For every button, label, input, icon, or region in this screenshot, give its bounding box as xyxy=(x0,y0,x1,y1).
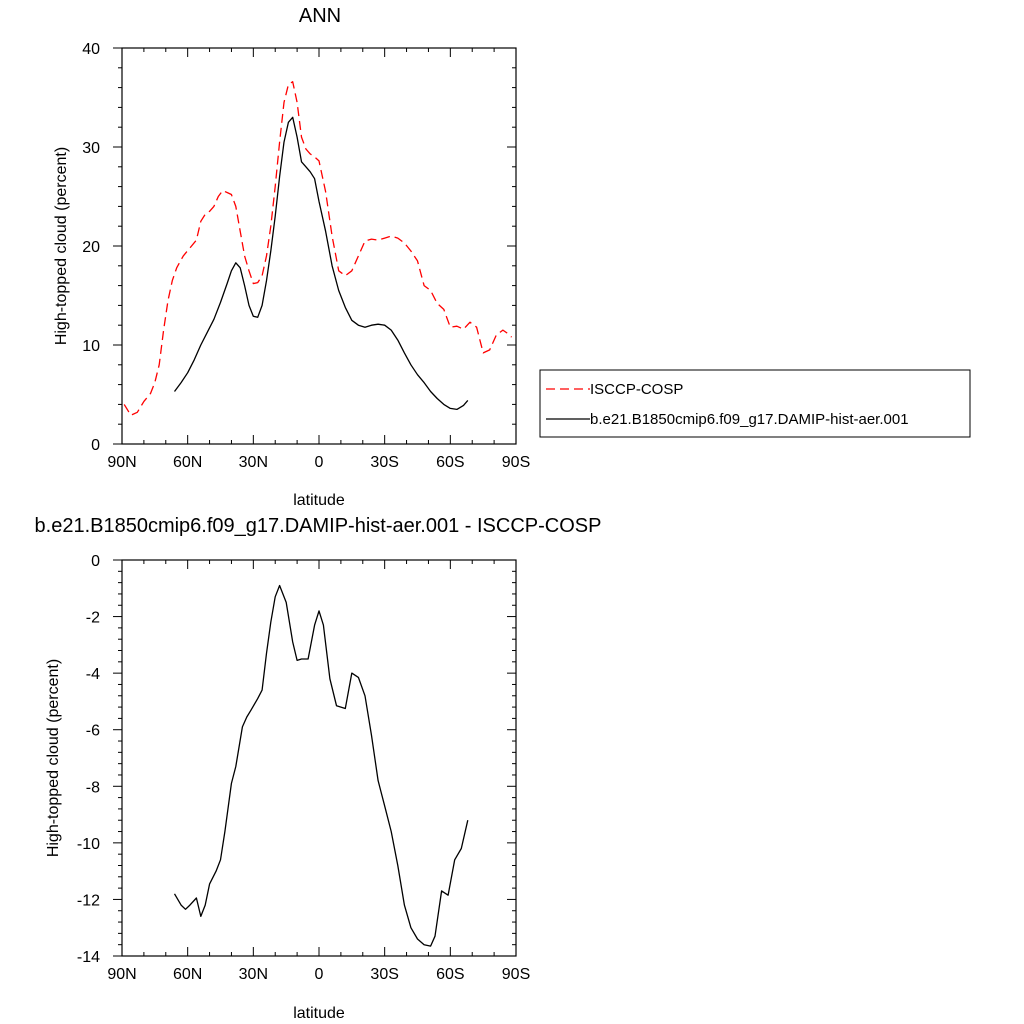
bottom-x-tick-label: 60S xyxy=(436,966,464,983)
bottom-y-tick-label: -10 xyxy=(77,836,100,853)
top-plot-frame xyxy=(121,47,517,445)
bottom-y-tick-label: -12 xyxy=(77,892,100,909)
legend-label-isccp: ISCCP-COSP xyxy=(590,381,683,398)
top-y-tick-label: 40 xyxy=(82,41,100,58)
bottom-x-tick-label: 90N xyxy=(107,966,136,983)
bottom-plot-frame xyxy=(121,559,517,957)
bottom-y-axis-label: High-topped cloud (percent) xyxy=(45,659,62,857)
top-y-tick-label: 20 xyxy=(82,239,100,256)
bottom-series-line-model xyxy=(173,584,469,947)
top-x-tick-label: 30S xyxy=(370,454,398,471)
bottom-y-tick-label: -2 xyxy=(86,610,100,627)
top-series-line-isccp-cosp xyxy=(123,81,513,416)
bottom-x-tick-label: 30N xyxy=(239,966,268,983)
bottom-chart-title: b.e21.B1850cmip6.f09_g17.DAMIP-hist-aer.… xyxy=(35,515,602,537)
bottom-y-tick-label: 0 xyxy=(91,553,100,570)
top-x-tick-label: 0 xyxy=(315,454,324,471)
top-chart-title: ANN xyxy=(299,5,341,27)
legend: ISCCP-COSP b.e21.B1850cmip6.f09_g17.DAMI… xyxy=(539,369,971,438)
top-x-tick-label: 60S xyxy=(436,454,464,471)
top-y-tick-label: 10 xyxy=(82,338,100,355)
top-x-tick-label: 90N xyxy=(107,454,136,471)
top-y-axis-label: High-topped cloud (percent) xyxy=(53,147,70,345)
bottom-x-tick-label: 90S xyxy=(502,966,530,983)
bottom-y-tick-label: -6 xyxy=(86,723,100,740)
legend-box xyxy=(539,369,971,438)
top-y-tick-label: 0 xyxy=(91,437,100,454)
bottom-y-tick-label: -8 xyxy=(86,779,100,796)
top-x-tick-label: 60N xyxy=(173,454,202,471)
top-y-tick-label: 30 xyxy=(82,140,100,157)
legend-label-model: b.e21.B1850cmip6.f09_g17.DAMIP-hist-aer.… xyxy=(590,411,909,428)
bottom-x-tick-label: 30S xyxy=(370,966,398,983)
bottom-y-tick-label: -4 xyxy=(86,666,100,683)
top-plot-area: 90N 60N 30N 0 30S 60S 90S 0 10 20 30 40 xyxy=(82,41,530,471)
top-x-tick-label: 90S xyxy=(502,454,530,471)
bottom-plot-area: 90N 60N 30N 0 30S 60S 90S 0 -2 -4 -6 -8 -10 -12 -14 xyxy=(77,553,530,983)
bottom-y-tick-label: -14 xyxy=(77,949,100,966)
bottom-x-tick-label: 0 xyxy=(315,966,324,983)
top-x-tick-label: 30N xyxy=(239,454,268,471)
top-series-line-model xyxy=(173,116,469,411)
bottom-x-tick-label: 60N xyxy=(173,966,202,983)
top-panel: ANN 90N 60N 30N 0 30S 60S 90S 0 10 20 30 40 latitud… xyxy=(53,5,530,509)
top-x-axis-label: latitude xyxy=(293,492,345,509)
bottom-x-axis-label: latitude xyxy=(293,1005,345,1022)
bottom-panel: b.e21.B1850cmip6.f09_g17.DAMIP-hist-aer.… xyxy=(35,515,602,1022)
